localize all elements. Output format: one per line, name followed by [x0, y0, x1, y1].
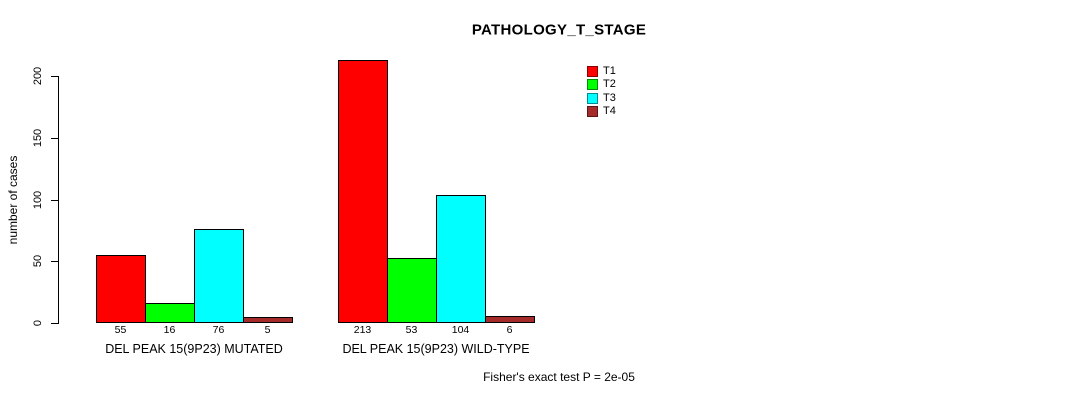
legend-swatch-t2: [587, 79, 598, 90]
y-tick-label: 50: [32, 254, 44, 268]
bar-t4-group1: [243, 317, 293, 323]
bar-t1-group1: [96, 255, 146, 323]
legend-label-t2: T2: [603, 78, 616, 90]
chart-title: PATHOLOGY_T_STAGE: [471, 21, 647, 39]
y-tick-label: 150: [32, 128, 44, 148]
bar-t4-group2: [485, 316, 535, 323]
legend-swatch-t1: [587, 66, 598, 77]
bar-t2-group1: [145, 303, 195, 323]
legend-swatch-t3: [587, 93, 598, 104]
bar-value-label: 53: [405, 324, 418, 336]
bar-value-label: 6: [506, 324, 513, 336]
bar-value-label: 213: [353, 324, 372, 336]
y-tick: [51, 138, 58, 139]
bar-value-label: 5: [264, 324, 271, 336]
y-tick-label: 100: [32, 190, 44, 210]
bar-t3-group2: [436, 195, 486, 323]
bar-value-label: 104: [451, 324, 470, 336]
legend-item-t4: T4: [587, 106, 616, 117]
legend-item-t1: T1: [587, 66, 616, 77]
y-tick: [51, 261, 58, 262]
bar-value-label: 16: [163, 324, 176, 336]
legend-swatch-t4: [587, 106, 598, 117]
y-tick-label: 200: [32, 66, 44, 86]
bar-t1-group2: [338, 60, 388, 323]
legend-label-t4: T4: [603, 105, 616, 117]
y-tick-label: 0: [32, 319, 44, 327]
y-tick: [51, 76, 58, 77]
x-category-label: DEL PEAK 15(9P23) MUTATED: [105, 342, 283, 356]
y-axis-label: number of cases: [6, 155, 20, 245]
legend-item-t3: T3: [587, 93, 616, 104]
bar-value-label: 76: [212, 324, 225, 336]
legend-item-t2: T2: [587, 79, 616, 90]
y-tick: [51, 323, 58, 324]
fisher-test-annotation: Fisher's exact test P = 2e-05: [483, 370, 635, 384]
bar-t2-group2: [387, 258, 437, 323]
x-category-label: DEL PEAK 15(9P23) WILD-TYPE: [342, 342, 530, 356]
bar-t3-group1: [194, 229, 244, 323]
legend-label-t3: T3: [603, 92, 616, 104]
bar-value-label: 55: [114, 324, 127, 336]
legend-label-t1: T1: [603, 65, 616, 77]
y-tick: [51, 200, 58, 201]
y-axis-line: [58, 76, 59, 324]
